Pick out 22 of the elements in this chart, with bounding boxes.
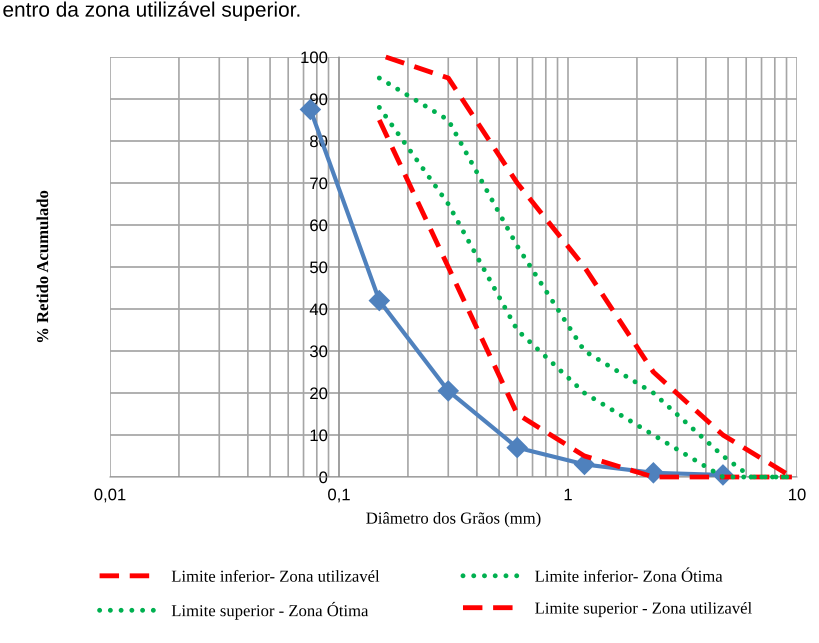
x-tick-label: 10 xyxy=(789,488,806,500)
y-tick-label: 70 xyxy=(310,177,328,190)
legend-label: Limite superior - Zona utilizavél xyxy=(535,602,752,618)
y-tick-label: 10 xyxy=(310,429,328,442)
y-tick-label: 30 xyxy=(310,345,328,358)
x-tick-label: 0,01 xyxy=(94,488,126,502)
x-axis-title: Diâmetro dos Grãos (mm) xyxy=(366,512,540,528)
y-tick-label: 100 xyxy=(301,51,328,64)
y-tick-label: 50 xyxy=(310,261,328,274)
legend-label: Limite superior - Zona Ótima xyxy=(172,602,368,620)
y-tick-label: 40 xyxy=(310,303,328,316)
legend-label: Limite inferior- Zona Ótima xyxy=(535,567,722,582)
point xyxy=(368,290,390,312)
text: entro da zona utilizável superior. xyxy=(3,1,300,21)
x-tick-label: 0,1 xyxy=(328,488,350,502)
point xyxy=(438,380,459,402)
y-tick-label: 60 xyxy=(310,219,328,232)
x-tick-label: 1 xyxy=(564,488,572,500)
point xyxy=(506,437,528,458)
y-tick-label: 20 xyxy=(310,387,328,400)
legend-label: Limite inferior- Zona utilizavél xyxy=(172,570,380,582)
y-axis-title: % Retido Acumulado xyxy=(36,190,48,342)
